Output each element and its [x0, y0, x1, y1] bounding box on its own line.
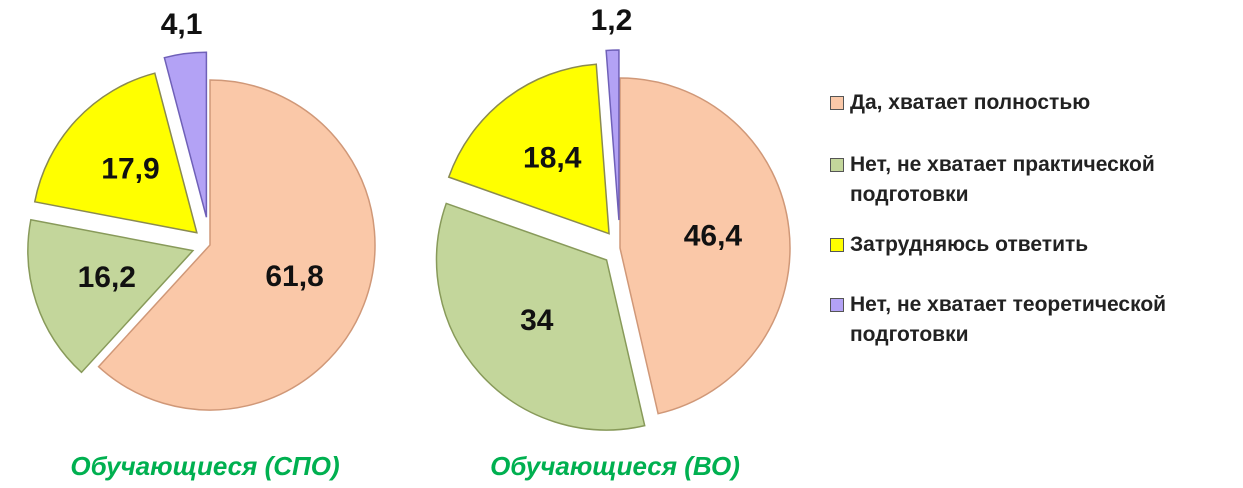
pie-slice — [435, 202, 646, 431]
legend-item: Затрудняюсь ответить — [830, 230, 1088, 260]
legend-item: Нет, не хватает теоретической подготовки — [830, 290, 1240, 350]
legend-label: Нет, не хватает теоретической подготовки — [850, 293, 1167, 346]
legend-swatch — [830, 238, 844, 252]
pie-slice — [619, 77, 791, 415]
value-label: 1,2 — [591, 4, 633, 37]
legend-label: Да, хватает полностью — [850, 91, 1091, 114]
legend-label: Нет, не хватает практической подготовки — [850, 153, 1155, 206]
pie-slice — [163, 51, 208, 218]
value-label: 17,9 — [101, 153, 159, 186]
pie-slice — [27, 218, 195, 374]
pie-title: Обучающиеся (СПО) — [70, 451, 339, 481]
legend-swatch — [830, 96, 844, 110]
pie-slice — [33, 72, 198, 234]
legend-item: Да, хватает полностью — [830, 88, 1090, 118]
pie-slice — [605, 49, 620, 221]
value-label: 16,2 — [78, 261, 136, 294]
value-label: 18,4 — [523, 141, 582, 174]
legend-item: Нет, не хватает практической подготовки — [830, 150, 1240, 210]
legend-swatch — [830, 298, 844, 312]
value-label: 46,4 — [684, 219, 743, 252]
value-label: 34 — [520, 304, 554, 337]
legend-swatch — [830, 158, 844, 172]
legend-label: Затрудняюсь ответить — [850, 233, 1089, 256]
value-label: 61,8 — [265, 260, 323, 293]
pie-title: Обучающиеся (ВО) — [490, 451, 740, 481]
value-label: 4,1 — [161, 8, 203, 41]
pie-slice — [447, 63, 610, 235]
pie-slice — [97, 79, 376, 411]
